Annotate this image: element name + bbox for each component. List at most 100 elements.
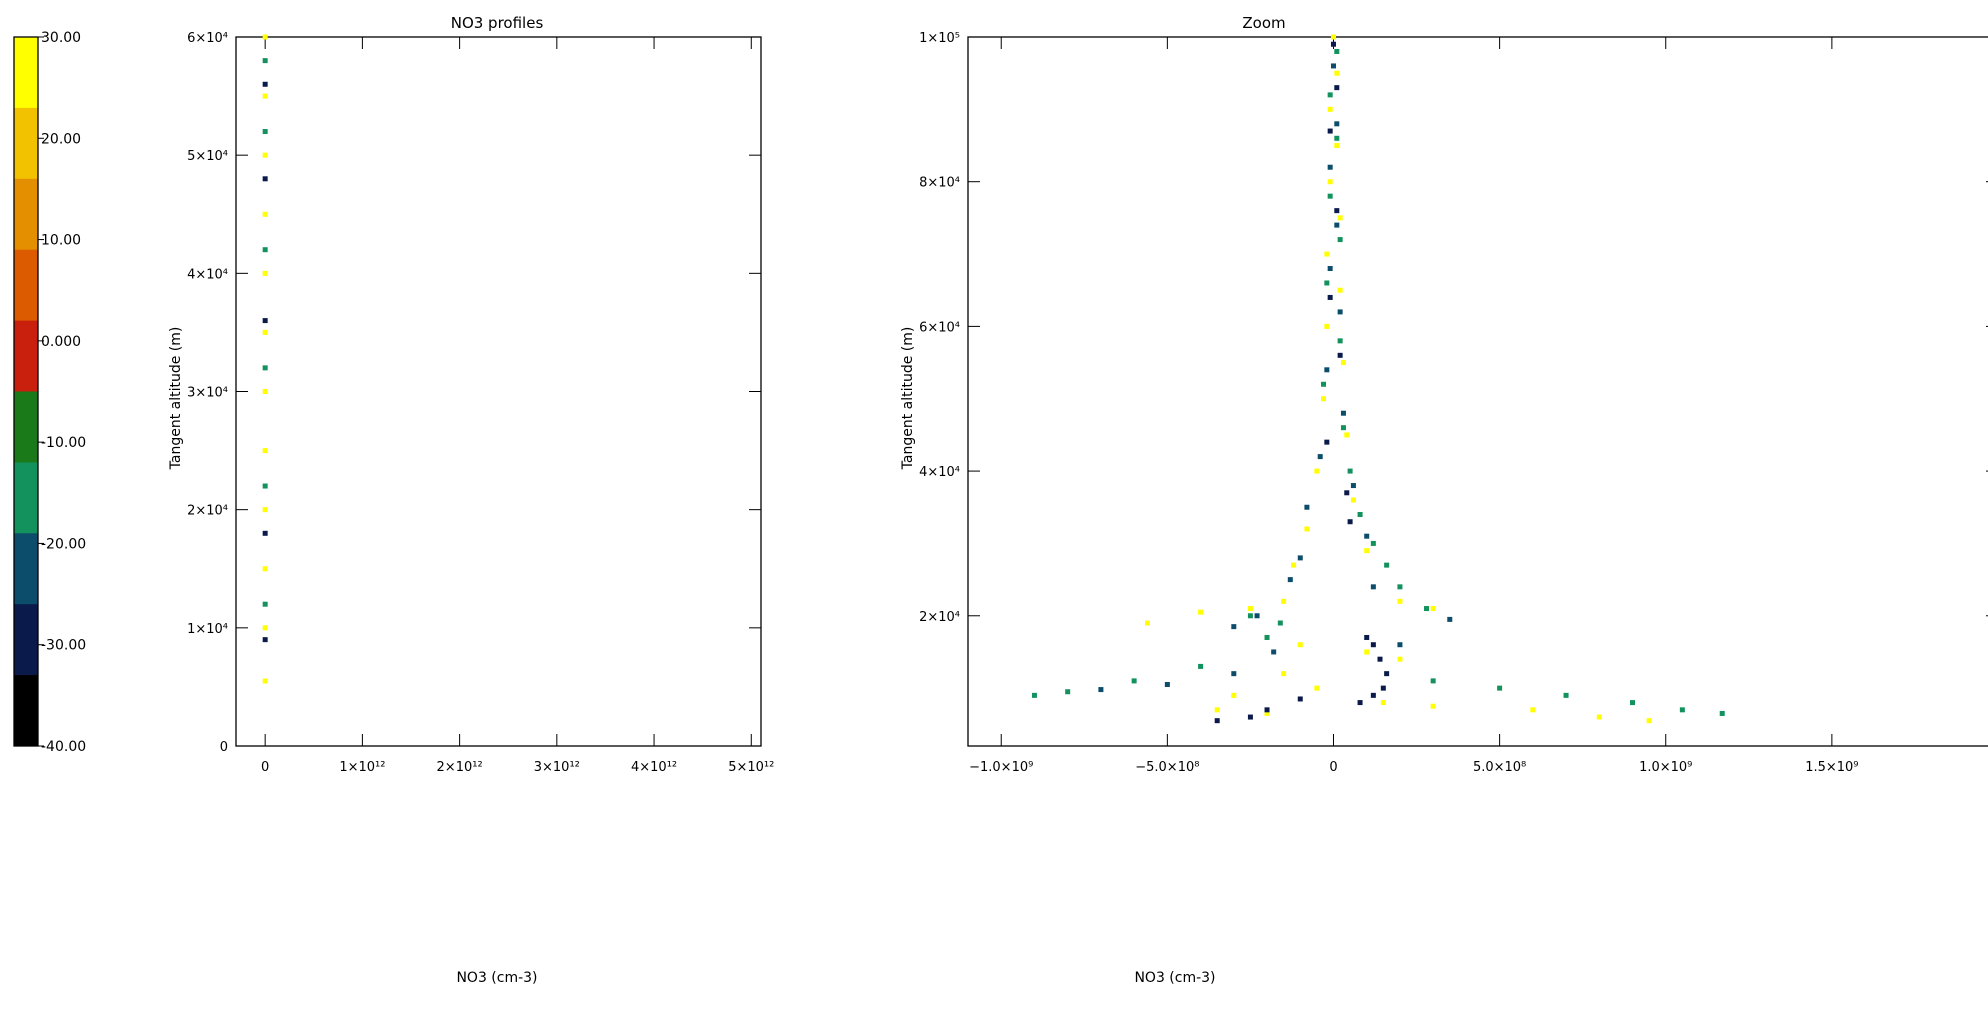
- chart-zoom: Zoom NO3 (cm-3) Tangent altitude (m) −1.…: [900, 14, 1988, 986]
- colorbar-label: -40.00: [41, 739, 86, 755]
- data-point: [262, 530, 268, 536]
- data-point: [1380, 700, 1386, 706]
- colorbar-segment: [14, 391, 38, 463]
- data-point: [1334, 48, 1340, 54]
- data-point: [262, 389, 268, 394]
- data-point: [262, 318, 268, 324]
- y-tick-label: 8×10⁴: [919, 176, 960, 191]
- data-point: [1065, 689, 1071, 695]
- data-points: [1031, 34, 1725, 724]
- data-point: [262, 625, 268, 631]
- data-point: [1384, 562, 1390, 568]
- data-point: [1314, 685, 1320, 691]
- colorbar-label: -20.00: [41, 536, 86, 552]
- x-axis-label: NO3 (cm-3): [456, 970, 537, 986]
- data-point: [1281, 598, 1287, 604]
- data-point: [1314, 468, 1320, 474]
- data-point: [1327, 128, 1333, 134]
- x-tick-label: 5×10¹²: [728, 760, 774, 775]
- data-point: [262, 601, 268, 607]
- data-point: [262, 93, 268, 99]
- data-point: [1098, 687, 1104, 693]
- data-point: [1357, 511, 1363, 517]
- data-point: [1327, 294, 1333, 300]
- data-point: [1324, 367, 1330, 373]
- data-point: [1297, 696, 1303, 702]
- x-tick-label: −1.0×10⁹: [969, 760, 1033, 775]
- plot-frame: [967, 36, 1988, 747]
- x-tick-label: 1×10¹²: [339, 760, 385, 775]
- data-point: [1304, 526, 1310, 532]
- data-point: [1377, 656, 1383, 662]
- data-point: [1337, 338, 1343, 344]
- data-point: [1330, 63, 1336, 69]
- x-tick-label: 0: [261, 760, 269, 775]
- y-tick-label: 4×10⁴: [187, 267, 228, 282]
- data-point: [1324, 323, 1330, 329]
- data-point: [1327, 92, 1333, 98]
- y-tick-label: 2×10⁴: [187, 504, 228, 519]
- data-point: [1364, 533, 1370, 539]
- data-point: [1317, 454, 1323, 460]
- data-point: [1337, 215, 1343, 221]
- y-tick-label: 5×10⁴: [187, 149, 228, 164]
- data-point: [1430, 606, 1436, 612]
- data-point: [1247, 613, 1253, 619]
- colorbar-segment: [14, 675, 38, 747]
- data-point: [1327, 266, 1333, 272]
- colorbar-segment: [14, 178, 38, 251]
- data-point: [1350, 497, 1356, 503]
- data-point: [1297, 555, 1303, 561]
- data-point: [1164, 682, 1170, 688]
- data-point: [1646, 718, 1652, 724]
- y-tick-label: 4×10⁴: [919, 465, 960, 480]
- data-points: [262, 34, 268, 684]
- axis-ticks: −1.0×10⁹ −5.0×10⁸ 0 5.0×10⁸ 1.0×10⁹ 1.5×10⁹ 2×…: [919, 31, 1988, 775]
- data-point: [262, 81, 268, 87]
- data-point: [1214, 707, 1220, 713]
- data-point: [1324, 251, 1330, 257]
- data-point: [1357, 700, 1363, 706]
- data-point: [1264, 710, 1270, 716]
- data-point: [1344, 490, 1350, 496]
- data-point: [1430, 678, 1436, 684]
- data-point: [1340, 425, 1346, 431]
- data-point: [262, 211, 268, 217]
- data-point: [1337, 309, 1343, 315]
- data-point: [1287, 577, 1293, 583]
- data-point: [1596, 714, 1602, 720]
- colorbar-frame: [13, 36, 39, 747]
- data-point: [1334, 121, 1340, 127]
- y-tick-label: 1×10⁴: [187, 622, 228, 637]
- data-point: [1424, 606, 1430, 612]
- data-point: [1340, 410, 1346, 416]
- data-point: [1330, 34, 1336, 40]
- data-point: [262, 637, 268, 643]
- data-point: [1397, 656, 1403, 662]
- axis-ticks: 0 1×10¹² 2×10¹² 3×10¹² 4×10¹² 5×10¹² 0 1×10⁴ 2×1…: [187, 31, 774, 775]
- data-point: [1321, 381, 1327, 387]
- data-point: [1563, 692, 1569, 698]
- data-point: [1144, 620, 1150, 626]
- x-tick-label: 1.5×10⁹: [1805, 760, 1858, 775]
- data-point: [262, 270, 268, 276]
- data-point: [1330, 41, 1336, 47]
- data-point: [1281, 671, 1287, 677]
- chart-title: NO3 profiles: [451, 14, 544, 32]
- data-point: [262, 566, 268, 572]
- data-point: [1291, 562, 1297, 568]
- data-point: [1214, 718, 1220, 724]
- colorbar-segment: [14, 533, 38, 605]
- data-point: [1271, 649, 1277, 655]
- x-tick-label: 2×10¹²: [437, 760, 483, 775]
- data-point: [1031, 692, 1037, 698]
- data-point: [262, 152, 268, 158]
- colorbar-label: -10.00: [41, 435, 86, 451]
- data-point: [1337, 237, 1343, 243]
- data-point: [1198, 663, 1204, 669]
- data-point: [1364, 634, 1370, 640]
- data-point: [1231, 671, 1237, 677]
- data-point: [1334, 85, 1340, 91]
- data-point: [262, 129, 268, 135]
